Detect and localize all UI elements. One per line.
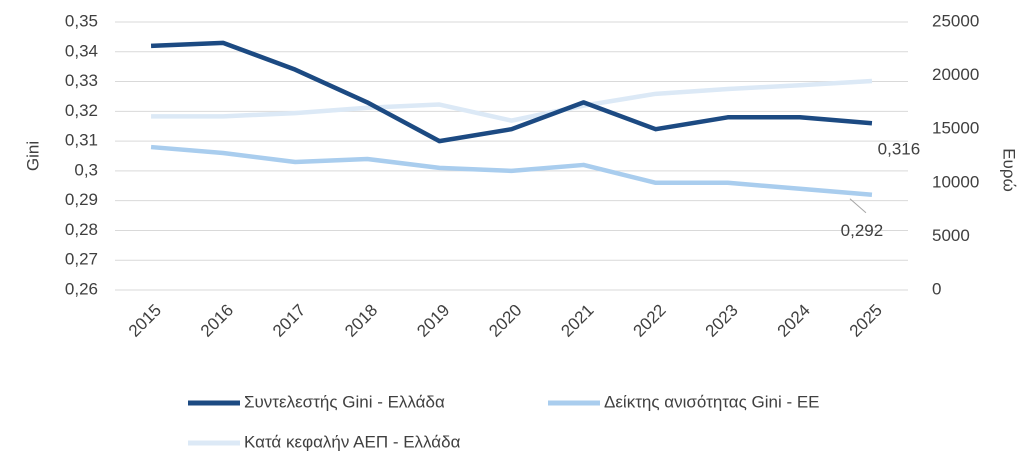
- x-tick-label: 2016: [197, 301, 237, 341]
- x-tick-label: 2025: [846, 301, 886, 341]
- y-tick-label: 0,32: [65, 101, 98, 120]
- y2-axis-title: Ευρώ: [1000, 148, 1019, 192]
- y2-tick-label: 20000: [932, 65, 979, 84]
- data-label: 0,316: [878, 140, 921, 159]
- legend-label: Κατά κεφαλήν ΑΕΠ - Ελλάδα: [244, 432, 461, 451]
- x-tick-label: 2018: [341, 301, 381, 341]
- y2-tick-label: 5000: [932, 226, 970, 245]
- y-tick-label: 0,33: [65, 71, 98, 90]
- x-tick-label: 2024: [774, 301, 814, 341]
- y2-tick-label: 10000: [932, 172, 979, 191]
- series-line: [150, 40, 873, 144]
- y-tick-label: 0,29: [65, 190, 98, 209]
- y-tick-label: 0,35: [65, 11, 98, 30]
- legend-label: Συντελεστής Gini - Ελλάδα: [244, 392, 445, 411]
- y-tick-label: 0,28: [65, 220, 98, 239]
- x-tick-label: 2019: [413, 301, 453, 341]
- y2-tick-label: 0: [932, 279, 941, 298]
- y-tick-label: 0,3: [74, 160, 98, 179]
- x-tick-label: 2020: [485, 301, 525, 341]
- y-tick-label: 0,34: [65, 41, 98, 60]
- x-tick-label: 2023: [702, 301, 742, 341]
- leader-line: [849, 198, 867, 214]
- x-tick-label: 2015: [125, 301, 165, 341]
- x-tick-label: 2021: [557, 301, 597, 341]
- y2-tick-label: 15000: [932, 119, 979, 138]
- legend-label: Δείκτης ανισότητας Gini - ΕΕ: [604, 392, 820, 411]
- y-tick-label: 0,31: [65, 131, 98, 150]
- y2-tick-label: 25000: [932, 11, 979, 30]
- data-label: 0,292: [841, 221, 884, 240]
- y-axis-title: Gini: [23, 141, 42, 171]
- y-tick-label: 0,27: [65, 250, 98, 269]
- x-tick-label: 2022: [629, 301, 669, 341]
- y-tick-label: 0,26: [65, 279, 98, 298]
- x-tick-label: 2017: [269, 301, 309, 341]
- series-line: [151, 78, 873, 123]
- series-line: [150, 144, 873, 197]
